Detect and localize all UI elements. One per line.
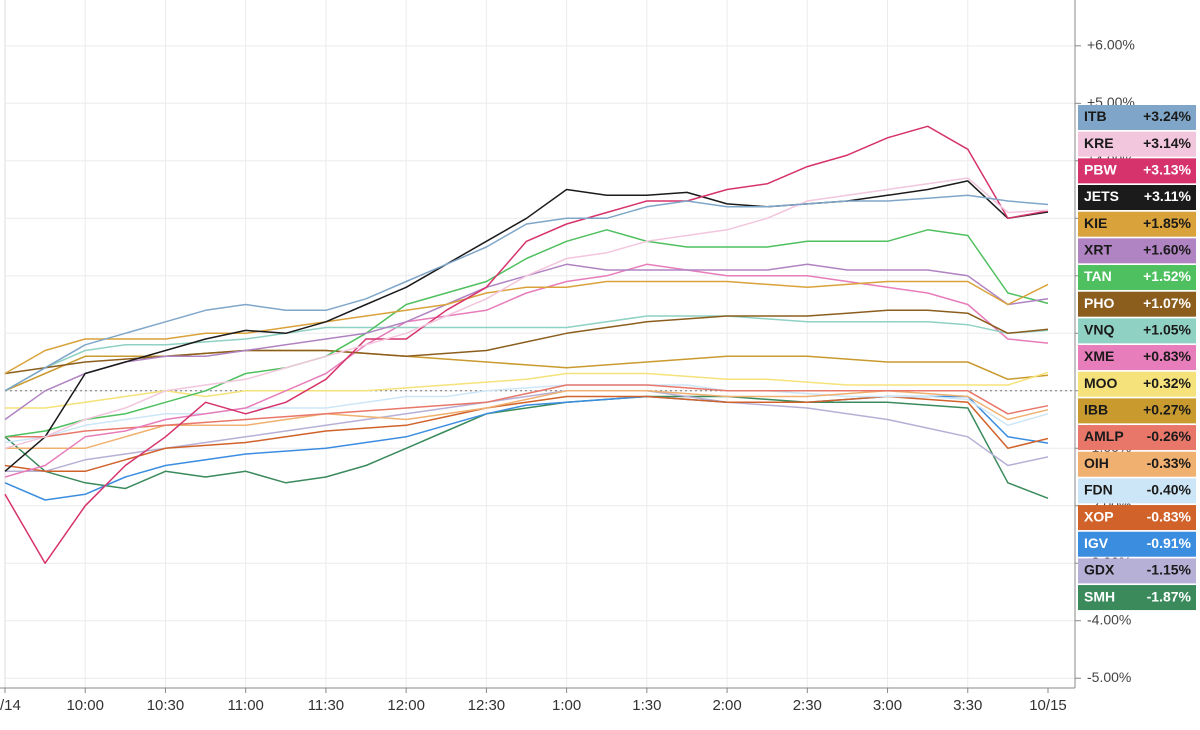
legend-value: -1.15%	[1147, 562, 1192, 578]
y-tick-label: -4.00%	[1087, 611, 1131, 627]
legend-name: MOO	[1084, 375, 1118, 391]
series-line	[4, 384, 1049, 444]
legend-name: XOP	[1084, 508, 1114, 524]
legend-name: AMLP	[1084, 428, 1124, 444]
legend-name: XME	[1084, 348, 1114, 364]
series-line	[5, 371, 1049, 409]
legend-name: XRT	[1084, 242, 1112, 258]
legend-name: ITB	[1084, 108, 1107, 124]
legend-value: -0.83%	[1147, 508, 1192, 524]
legend-value: +1.60%	[1143, 242, 1191, 258]
legend-name: IGV	[1084, 535, 1109, 551]
legend-swatch	[1078, 158, 1196, 184]
legend-value: +1.85%	[1143, 215, 1191, 231]
y-tick-label: +6.00%	[1087, 37, 1135, 53]
legend-value: +1.52%	[1143, 268, 1191, 284]
legend-name: SMH	[1084, 588, 1115, 604]
x-tick-label: 3:00	[873, 697, 902, 714]
legend-name: VNQ	[1084, 322, 1114, 338]
legend-name: TAN	[1084, 268, 1112, 284]
legend-name: FDN	[1084, 482, 1113, 498]
series-line	[4, 280, 1049, 375]
x-tick-label: 2:30	[793, 697, 822, 714]
legend-value: -0.40%	[1147, 482, 1192, 498]
series-line	[4, 177, 1049, 450]
legend-swatch	[1078, 478, 1196, 504]
series-line	[4, 395, 1049, 499]
legend-swatch	[1078, 398, 1196, 424]
legend-name: KIE	[1084, 215, 1107, 231]
legend-swatch	[1078, 105, 1196, 130]
legend-swatch	[1078, 558, 1196, 584]
x-tick-label: 1:30	[632, 697, 661, 714]
legend-swatch	[1078, 371, 1196, 397]
legend-value: -0.91%	[1147, 535, 1192, 551]
legend-value: -0.26%	[1147, 428, 1192, 444]
legend-swatch	[1078, 505, 1196, 531]
legend-name: PBW	[1084, 162, 1117, 178]
x-tick-label: 1:00	[552, 697, 581, 714]
legend-name: IBB	[1084, 402, 1108, 418]
series-line	[5, 390, 1049, 473]
legend-value: +0.32%	[1143, 375, 1191, 391]
legend-swatch	[1078, 531, 1196, 557]
legend-swatch	[1078, 451, 1196, 477]
series-line	[4, 315, 1049, 392]
series-line	[4, 263, 1049, 478]
x-tick-label: 10:00	[66, 697, 104, 714]
legend-swatch	[1078, 131, 1196, 157]
legend-swatch	[1078, 211, 1196, 237]
legend-value: +3.24%	[1143, 108, 1191, 124]
x-tick-label: 10:30	[147, 697, 185, 714]
legend-value: -1.87%	[1147, 588, 1192, 604]
legend-swatch	[1078, 265, 1196, 291]
x-tick-label: 12:30	[468, 697, 506, 714]
legend-value: +3.14%	[1143, 135, 1191, 151]
x-tick-label: 11:00	[227, 697, 263, 714]
x-tick-label: 10/15	[1029, 697, 1067, 714]
series-line	[4, 229, 1049, 438]
legend-swatch	[1078, 345, 1196, 371]
legend: ITB +3.24% KRE +3.14% PBW +3.13% JETS +3.11% KIE…	[1078, 105, 1196, 611]
legend-value: +1.05%	[1143, 322, 1191, 338]
legend-value: +3.11%	[1144, 188, 1192, 204]
legend-value: +0.83%	[1143, 348, 1191, 364]
legend-value: +1.07%	[1143, 295, 1191, 311]
x-tick-label: 12:00	[387, 697, 425, 714]
x-tick-label: 11:30	[308, 697, 344, 714]
legend-name: GDX	[1084, 562, 1115, 578]
legend-name: JETS	[1084, 188, 1119, 204]
legend-swatch	[1078, 238, 1196, 264]
legend-swatch	[1078, 185, 1196, 211]
legend-swatch	[1078, 585, 1196, 611]
legend-name: PHO	[1084, 295, 1114, 311]
series-line	[4, 309, 1049, 375]
series-line	[4, 125, 1049, 564]
legend-swatch	[1078, 425, 1196, 451]
series-line	[4, 395, 1049, 473]
series-line	[4, 194, 1049, 392]
series-line	[4, 180, 1049, 472]
x-tick-label: 2:00	[712, 697, 741, 714]
x-tick-label: 3:30	[953, 697, 982, 714]
legend-name: OIH	[1084, 455, 1109, 471]
legend-swatch	[1078, 318, 1196, 344]
y-tick-label: -5.00%	[1087, 669, 1131, 685]
legend-value: +0.27%	[1143, 402, 1191, 418]
legend-swatch	[1078, 291, 1196, 317]
legend-name: KRE	[1084, 135, 1114, 151]
legend-value: +3.13%	[1143, 162, 1191, 178]
legend-value: -0.33%	[1147, 455, 1192, 471]
x-tick-label: /14	[0, 697, 21, 714]
